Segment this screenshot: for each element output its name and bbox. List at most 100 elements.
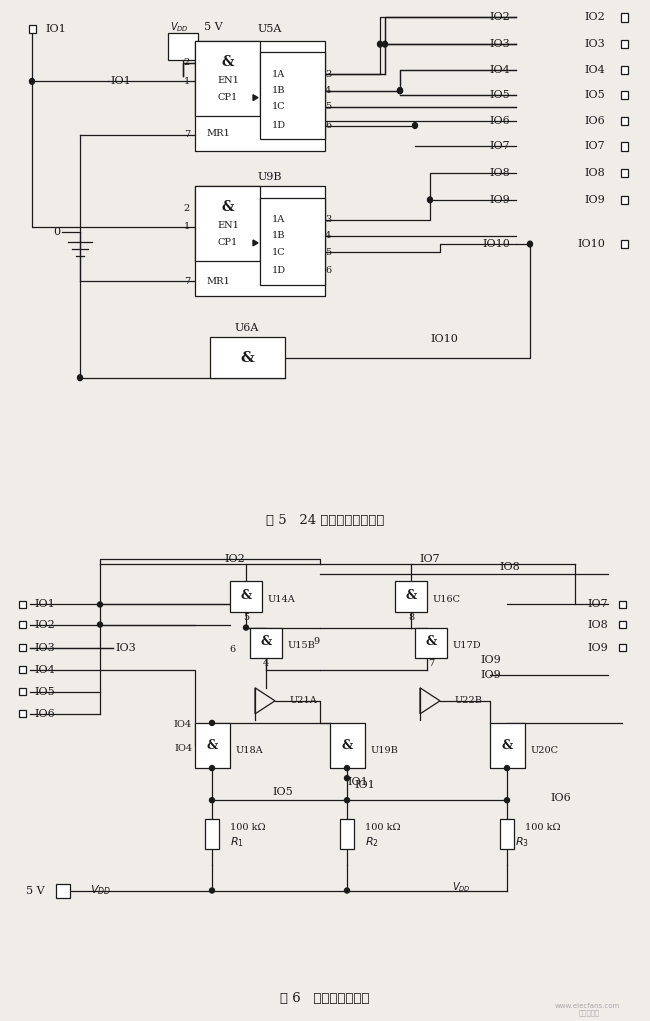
- Text: 7: 7: [184, 277, 190, 286]
- Bar: [168, 33, 198, 60]
- Circle shape: [428, 197, 432, 203]
- Text: $V_{DD}$: $V_{DD}$: [170, 19, 188, 34]
- Text: $R_1$: $R_1$: [230, 835, 244, 849]
- Text: IO4: IO4: [489, 64, 510, 75]
- Text: 4: 4: [325, 232, 332, 240]
- Bar: [195, 723, 230, 768]
- Text: CP1: CP1: [218, 93, 238, 102]
- Text: &: &: [501, 738, 513, 751]
- Text: 1: 1: [184, 77, 190, 86]
- Text: 7: 7: [428, 660, 434, 668]
- Text: 5: 5: [325, 102, 331, 111]
- Text: IO8: IO8: [489, 168, 510, 179]
- Text: IO10: IO10: [577, 239, 605, 249]
- Text: IO9: IO9: [480, 654, 500, 665]
- Text: $R_3$: $R_3$: [515, 835, 529, 849]
- Text: 1B: 1B: [272, 232, 285, 240]
- Bar: [205, 819, 219, 848]
- Text: 电子发烧友: 电子发烧友: [578, 1010, 600, 1016]
- Bar: [230, 581, 262, 612]
- Text: IO7: IO7: [489, 142, 510, 151]
- Bar: [621, 142, 627, 150]
- Bar: [18, 667, 25, 673]
- Circle shape: [378, 41, 382, 47]
- Text: IO7: IO7: [588, 599, 608, 610]
- Text: &: &: [341, 738, 352, 751]
- Text: &: &: [240, 589, 252, 602]
- Text: U6A: U6A: [235, 323, 259, 333]
- Circle shape: [209, 721, 215, 726]
- Text: IO10: IO10: [430, 334, 458, 344]
- Text: 6: 6: [229, 645, 235, 654]
- Text: IO4: IO4: [174, 721, 192, 729]
- Bar: [250, 628, 282, 658]
- Circle shape: [413, 123, 417, 129]
- Text: U15B: U15B: [288, 641, 316, 650]
- Text: www.elecfans.com: www.elecfans.com: [554, 1003, 620, 1009]
- Text: &: &: [261, 635, 272, 648]
- Text: IO5: IO5: [489, 90, 510, 100]
- Text: IO7: IO7: [420, 554, 440, 565]
- Text: IO1: IO1: [355, 780, 376, 790]
- Circle shape: [209, 888, 215, 893]
- Text: 8: 8: [408, 613, 414, 622]
- Text: U22B: U22B: [455, 696, 483, 706]
- Text: U20C: U20C: [531, 745, 559, 755]
- Text: U5A: U5A: [258, 25, 282, 34]
- Text: 2: 2: [184, 203, 190, 212]
- Text: U16C: U16C: [433, 595, 461, 604]
- Text: IO3: IO3: [489, 39, 510, 49]
- Text: IO9: IO9: [587, 642, 608, 652]
- Bar: [260, 52, 325, 140]
- Circle shape: [77, 375, 83, 381]
- Text: IO1: IO1: [34, 599, 55, 610]
- Text: 图 5   24 进制计数器连线图: 图 5 24 进制计数器连线图: [266, 515, 384, 527]
- Text: 5: 5: [243, 613, 249, 622]
- Polygon shape: [253, 240, 258, 246]
- Bar: [195, 41, 325, 151]
- Text: IO6: IO6: [489, 115, 510, 126]
- Text: 1C: 1C: [272, 248, 285, 256]
- Text: IO10: IO10: [482, 239, 510, 249]
- Circle shape: [504, 766, 510, 771]
- Bar: [195, 41, 260, 116]
- Text: IO6: IO6: [34, 709, 55, 719]
- Text: IO1: IO1: [110, 77, 131, 87]
- Text: EN1: EN1: [217, 76, 239, 85]
- Text: 5: 5: [325, 248, 331, 256]
- Bar: [56, 883, 70, 897]
- Text: 1A: 1A: [272, 215, 285, 225]
- Text: CP1: CP1: [218, 238, 238, 247]
- Text: 5 V: 5 V: [204, 21, 222, 32]
- Bar: [395, 581, 427, 612]
- Circle shape: [98, 622, 103, 627]
- Text: IO2: IO2: [489, 12, 510, 22]
- Bar: [621, 91, 627, 99]
- Text: 4: 4: [325, 86, 332, 95]
- Text: IO8: IO8: [584, 168, 605, 179]
- Bar: [18, 711, 25, 718]
- Text: 6: 6: [325, 121, 331, 130]
- Bar: [29, 25, 36, 33]
- Text: U17D: U17D: [453, 641, 482, 650]
- Bar: [340, 819, 354, 848]
- Bar: [621, 65, 627, 74]
- Text: 100 kΩ: 100 kΩ: [365, 823, 400, 832]
- Text: 100 kΩ: 100 kΩ: [230, 823, 266, 832]
- Bar: [330, 723, 365, 768]
- Circle shape: [244, 625, 248, 630]
- Text: IO1: IO1: [348, 777, 369, 787]
- Circle shape: [29, 79, 34, 85]
- Circle shape: [344, 888, 350, 893]
- Polygon shape: [253, 95, 258, 100]
- Bar: [18, 621, 25, 628]
- Text: IO2: IO2: [584, 12, 605, 22]
- Text: 6: 6: [325, 266, 331, 276]
- Bar: [621, 196, 627, 204]
- Text: $V_{DD}$: $V_{DD}$: [90, 883, 111, 897]
- Bar: [195, 186, 260, 261]
- Text: 1A: 1A: [272, 69, 285, 79]
- Text: IO9: IO9: [480, 670, 500, 680]
- Text: &: &: [207, 738, 218, 751]
- Text: &: &: [222, 54, 234, 68]
